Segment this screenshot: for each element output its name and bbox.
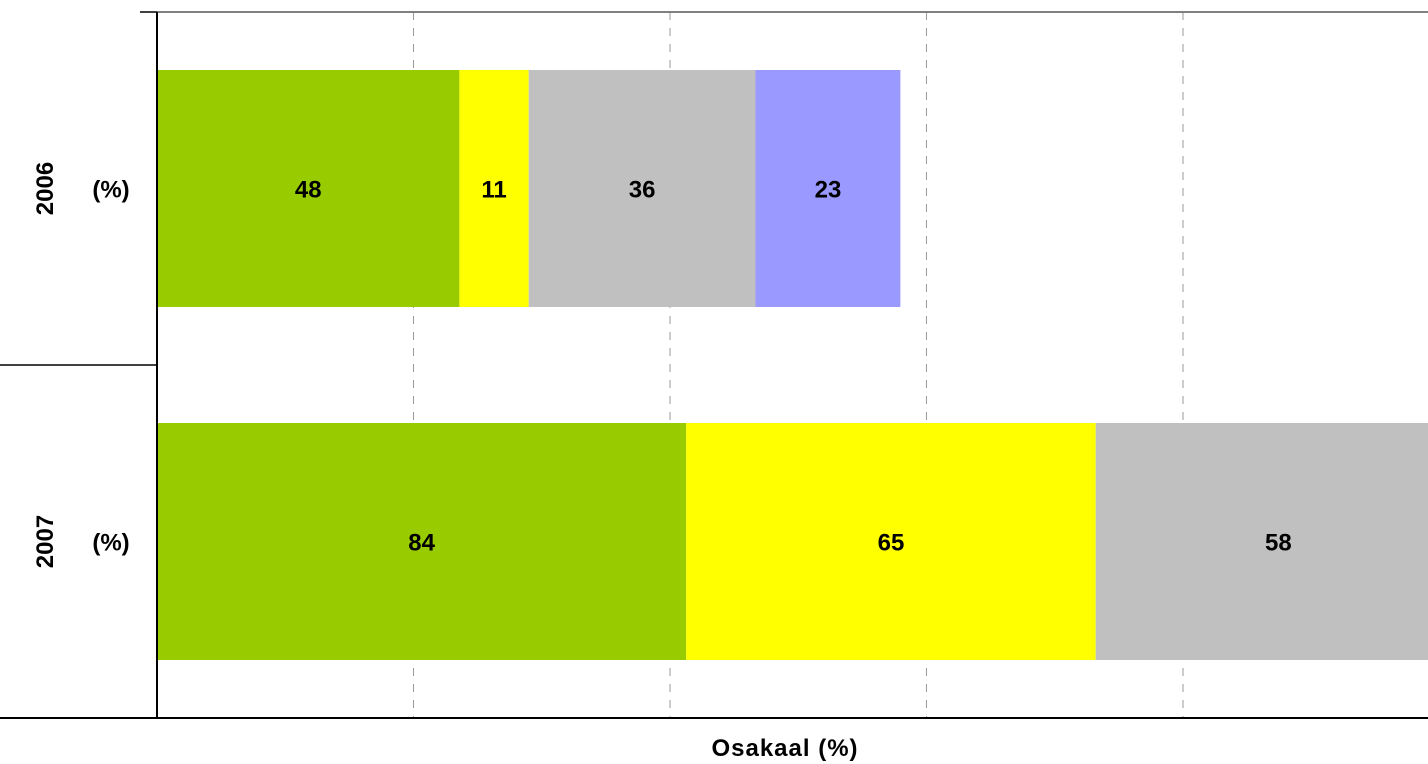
axes — [0, 11, 1428, 719]
data-label: 36 — [629, 177, 656, 204]
data-label: 11 — [481, 177, 506, 204]
category-year-label: 2007 — [32, 515, 59, 568]
data-label: 65 — [878, 530, 905, 557]
x-axis-label: Osakaal (%) — [711, 735, 858, 762]
bars: 481136238465585 — [157, 70, 1428, 660]
data-label: 48 — [295, 177, 322, 204]
data-label: 58 — [1265, 530, 1292, 557]
bar-segment — [528, 70, 756, 307]
bar-segment — [755, 70, 901, 307]
data-label: 84 — [408, 530, 435, 557]
category-year-label: 2006 — [32, 162, 59, 215]
data-label: 23 — [815, 177, 842, 204]
bar-segment — [686, 423, 1096, 660]
bar-segment — [459, 70, 529, 307]
bar-segment — [157, 423, 687, 660]
category-unit-label: (%) — [92, 530, 129, 557]
category-unit-label: (%) — [92, 177, 129, 204]
bar-segment — [1095, 423, 1428, 660]
bar-segment — [157, 70, 460, 307]
category-labels: 2006 (%) 2007 (%) — [32, 162, 130, 568]
